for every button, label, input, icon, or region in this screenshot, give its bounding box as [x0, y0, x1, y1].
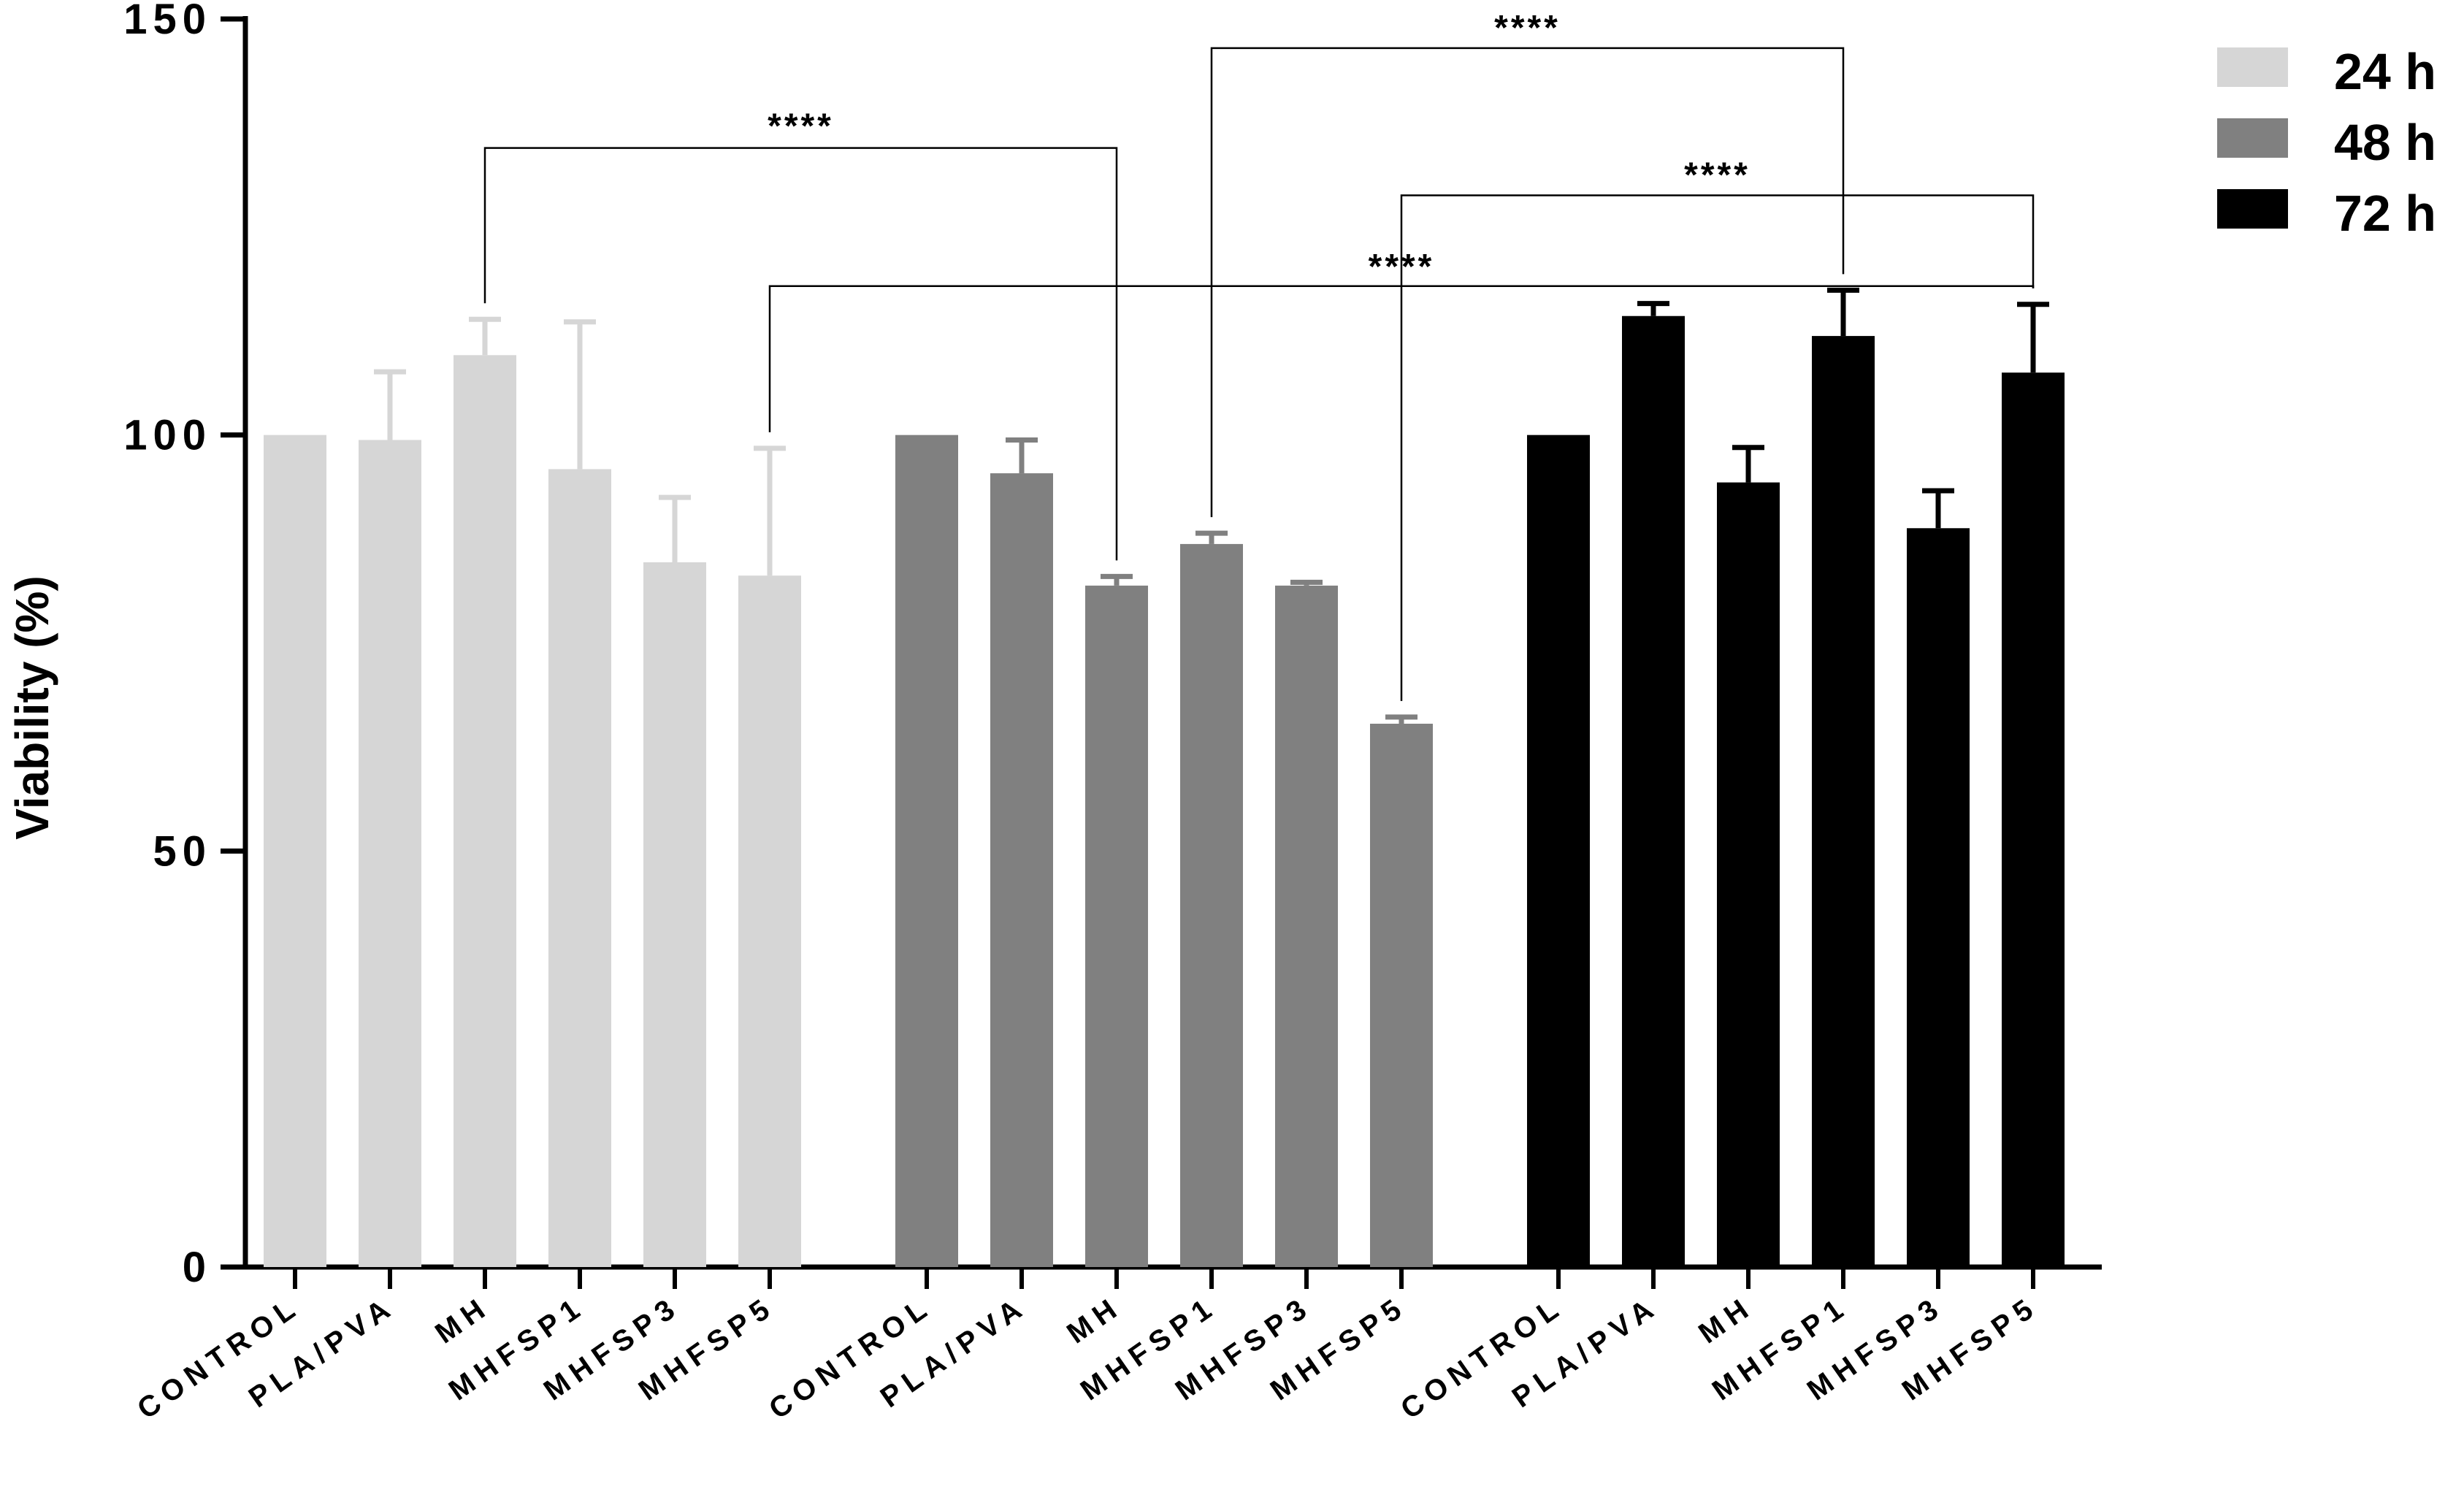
error-bar — [1101, 573, 1133, 586]
y-tick-label: 50 — [153, 827, 212, 875]
bar — [895, 435, 958, 1267]
legend-swatch — [2217, 47, 2288, 87]
error-bar — [1385, 714, 1417, 724]
error-bar — [1922, 488, 1954, 529]
significance-bracket: **** — [1210, 9, 1845, 518]
legend-swatch — [2217, 189, 2288, 229]
bar — [1370, 724, 1433, 1267]
bar — [643, 562, 706, 1267]
significance-label: **** — [1684, 156, 1751, 195]
y-tick-label: 150 — [123, 0, 212, 43]
bar — [1812, 336, 1875, 1268]
error-bar — [754, 445, 786, 576]
x-tick-label: MH — [1693, 1290, 1759, 1350]
bar — [454, 355, 516, 1268]
x-tick-label: MH — [429, 1290, 496, 1350]
error-bar — [1006, 437, 1038, 474]
error-bar — [1732, 445, 1764, 483]
legend-entry: 24 h — [2217, 43, 2436, 100]
bar — [1717, 482, 1780, 1267]
significance-label: **** — [768, 107, 834, 145]
bar — [1180, 543, 1243, 1267]
significance-brackets: **** **** **** **** — [483, 9, 2035, 701]
x-tick-label: MH — [1061, 1290, 1128, 1350]
error-bar — [374, 369, 406, 440]
legend-label: 72 h — [2334, 185, 2436, 242]
y-axis-label: Viability (%) — [6, 575, 58, 840]
error-bars — [374, 287, 2049, 724]
y-tick-label: 0 — [183, 1244, 212, 1291]
x-tick-label: CONTROL — [1395, 1290, 1569, 1426]
error-bar — [2017, 302, 2049, 373]
significance-bracket: **** — [483, 107, 1118, 561]
significance-bracket: **** — [768, 248, 2035, 432]
significance-bracket: **** — [1400, 156, 2035, 701]
bar — [548, 469, 611, 1267]
bar — [264, 435, 326, 1267]
error-bar — [469, 316, 501, 356]
legend: 24 h 48 h 72 h — [2217, 43, 2436, 242]
error-bar — [1195, 530, 1228, 544]
legend-entry: 48 h — [2217, 114, 2436, 171]
bar — [990, 473, 1053, 1268]
bar — [359, 440, 421, 1267]
error-bar — [1637, 301, 1669, 316]
legend-label: 48 h — [2334, 114, 2436, 171]
legend-entry: 72 h — [2217, 185, 2436, 242]
bar — [2002, 372, 2065, 1267]
error-bar — [659, 494, 691, 562]
x-tick-label: CONTROL — [131, 1290, 306, 1426]
y-tick-label: 100 — [123, 412, 212, 459]
significance-label: **** — [1494, 9, 1561, 47]
bar — [1622, 315, 1685, 1268]
bar — [1527, 435, 1590, 1267]
error-bar — [564, 319, 596, 470]
bar — [1275, 585, 1338, 1267]
legend-swatch — [2217, 118, 2288, 158]
bars — [264, 315, 2065, 1268]
x-tick-label: CONTROL — [763, 1290, 938, 1426]
error-bar — [1290, 579, 1323, 586]
bar — [738, 575, 801, 1267]
error-bar — [1827, 287, 1859, 337]
bar — [1907, 528, 1970, 1267]
bar — [1085, 585, 1148, 1267]
legend-label: 24 h — [2334, 43, 2436, 100]
significance-label: **** — [1369, 248, 1435, 286]
